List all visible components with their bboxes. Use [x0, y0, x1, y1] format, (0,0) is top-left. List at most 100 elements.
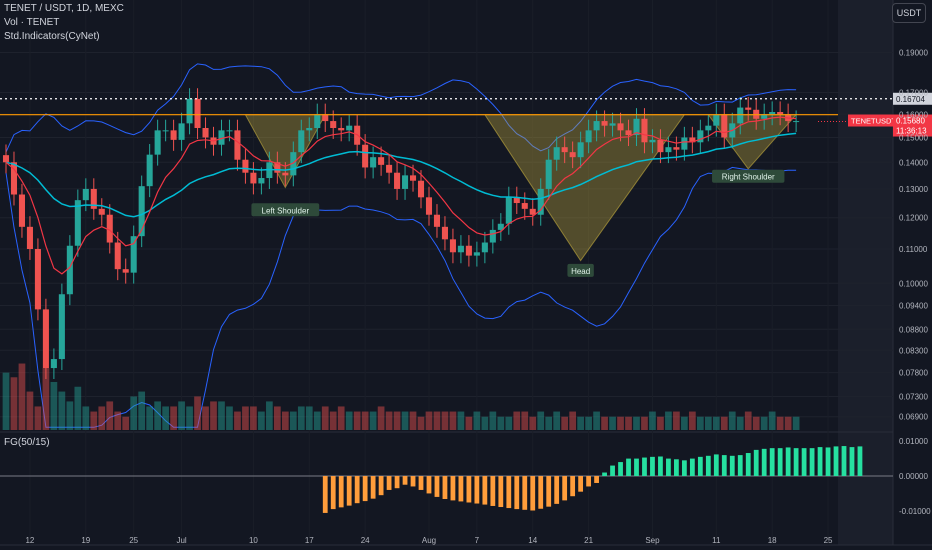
fg-bar: [386, 476, 392, 490]
candle-body: [162, 130, 169, 132]
candle-body: [306, 128, 313, 131]
volume-bar: [361, 411, 369, 430]
price-tick-label: 0.08800: [899, 325, 928, 334]
volume-bar: [377, 406, 385, 430]
fg-bar: [713, 454, 719, 477]
candle-body: [2, 155, 10, 163]
axes: 0.19000 0.17000 0.16000 0.15000 0.14000 0.130…: [25, 48, 931, 545]
volume-bar: [74, 386, 82, 430]
candle-body: [585, 130, 592, 143]
price-tick-label: 0.06900: [899, 413, 928, 422]
annotation-label: Head: [571, 267, 590, 276]
resistance-value: 0.16704: [896, 95, 925, 104]
volume-bar: [704, 416, 712, 430]
volume-bar: [146, 406, 154, 430]
fg-bar: [817, 447, 823, 477]
time-tick-label: 17: [305, 536, 314, 545]
fg-bar: [562, 476, 568, 501]
volume-bar: [673, 411, 680, 430]
pattern-area: [244, 114, 798, 262]
fg-bar: [618, 462, 623, 477]
volume-bar: [258, 411, 265, 430]
candle-body: [338, 128, 345, 131]
volume-bar: [313, 411, 321, 430]
candle-body: [50, 359, 57, 369]
fg-bar: [705, 455, 711, 477]
candle-body: [577, 142, 584, 158]
fg-tick-label: -0.01000: [899, 507, 931, 516]
fg-bar: [546, 476, 552, 507]
head-and-shoulders-pattern: [244, 114, 798, 262]
volume-bar: [58, 391, 66, 430]
symbol-label: TENETUSDT: [851, 117, 896, 126]
volume-bar: [50, 381, 58, 430]
volume-bar: [720, 416, 728, 430]
fg-bar: [522, 476, 528, 510]
fg-bar: [554, 476, 560, 504]
candle-body: [505, 197, 512, 224]
currency-button[interactable]: USDT: [892, 3, 926, 23]
volume-bar: [194, 396, 201, 430]
candle-body: [378, 157, 385, 165]
candle-body: [673, 147, 680, 150]
fg-bar: [666, 458, 671, 477]
candle-body: [26, 226, 33, 250]
volume-bar: [696, 416, 704, 430]
time-tick-label: Sep: [645, 536, 660, 545]
time-tick-label: 19: [81, 536, 90, 545]
candle-body: [657, 139, 664, 153]
volume-bar: [42, 368, 50, 430]
candle-body: [777, 112, 784, 115]
fg-bar: [450, 476, 456, 501]
volume-bar: [417, 416, 425, 430]
fg-bar: [594, 476, 599, 483]
candle-body: [154, 130, 161, 155]
candle-body: [106, 214, 113, 243]
candle-body: [322, 114, 329, 122]
fg-bar: [801, 448, 807, 477]
candle-body: [394, 172, 401, 189]
volume-bar: [345, 411, 353, 430]
candle-body: [441, 226, 448, 240]
time-tick-label: 25: [824, 536, 833, 545]
fg-bar: [514, 476, 520, 510]
candle-body: [601, 121, 608, 126]
fg-bar: [761, 448, 767, 477]
volume-bar: [657, 416, 664, 430]
candle-body: [625, 130, 632, 136]
candle-body: [561, 147, 568, 153]
fg-bar: [354, 476, 360, 504]
time-tick-label: 18: [768, 536, 777, 545]
candle-body: [130, 236, 137, 273]
volume-bar: [601, 416, 608, 430]
volume-bar: [752, 416, 760, 430]
candle-body: [513, 197, 520, 204]
candle-body: [681, 137, 688, 150]
candle-body: [370, 157, 377, 168]
volume-bar: [138, 391, 146, 430]
volume-bar: [178, 401, 185, 430]
candle-body: [186, 98, 193, 124]
candle-body: [481, 242, 488, 253]
candle-body: [90, 188, 97, 209]
fg-bar: [338, 476, 344, 508]
annotation-box: [712, 169, 785, 183]
candle-body: [529, 208, 536, 215]
volume-bar: [297, 406, 305, 430]
candle-body: [122, 269, 129, 273]
volume-bar: [26, 391, 34, 430]
candle-body: [66, 245, 73, 295]
fg-bar: [362, 476, 368, 502]
volume-bar: [122, 416, 130, 430]
volume-bar: [497, 416, 505, 430]
fg-bar: [809, 448, 815, 477]
fg-bar: [418, 476, 424, 490]
fg-bar: [538, 476, 544, 509]
volume-bar: [250, 406, 257, 430]
fg-bar: [482, 476, 488, 505]
fg-bar: [769, 448, 775, 477]
volume-bar: [218, 401, 225, 430]
candle-body: [545, 159, 552, 189]
